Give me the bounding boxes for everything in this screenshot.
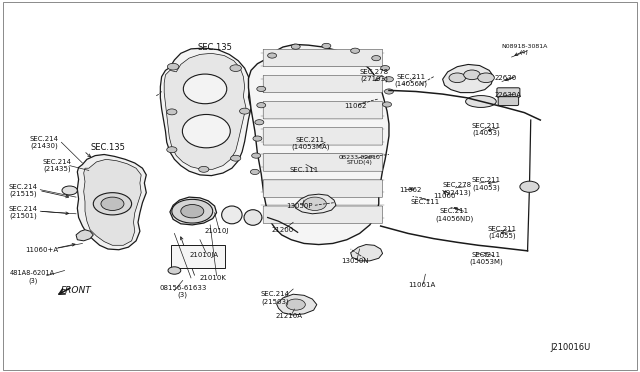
FancyBboxPatch shape xyxy=(263,128,383,145)
Circle shape xyxy=(62,186,77,195)
Text: FRONT: FRONT xyxy=(61,286,92,295)
Circle shape xyxy=(385,89,394,94)
Text: 21010J: 21010J xyxy=(204,228,228,234)
Polygon shape xyxy=(170,197,216,225)
Text: SEC.211
(14055): SEC.211 (14055) xyxy=(488,225,516,239)
FancyBboxPatch shape xyxy=(498,97,518,106)
Text: 11060+A: 11060+A xyxy=(26,247,59,253)
Text: SEC.211
(14053M): SEC.211 (14053M) xyxy=(469,251,503,265)
Circle shape xyxy=(250,169,259,174)
Text: 11061A: 11061A xyxy=(408,282,436,288)
Circle shape xyxy=(230,155,241,161)
Text: SEC.211
(14056N): SEC.211 (14056N) xyxy=(394,74,427,87)
Circle shape xyxy=(168,267,180,274)
Polygon shape xyxy=(84,159,141,245)
Circle shape xyxy=(520,181,539,192)
Circle shape xyxy=(322,43,331,48)
Circle shape xyxy=(168,63,179,70)
Circle shape xyxy=(372,55,381,61)
Circle shape xyxy=(449,73,466,83)
Text: 22630: 22630 xyxy=(494,75,516,81)
Ellipse shape xyxy=(466,96,496,108)
Circle shape xyxy=(303,197,326,211)
Text: SEC.214
(21435): SEC.214 (21435) xyxy=(42,159,72,172)
Circle shape xyxy=(255,120,264,125)
Circle shape xyxy=(351,48,360,53)
Text: 08156-61633
(3): 08156-61633 (3) xyxy=(159,285,206,298)
Text: SEC.211
(14053): SEC.211 (14053) xyxy=(472,123,500,137)
Text: SEC.214
(21430): SEC.214 (21430) xyxy=(29,135,59,149)
Text: 21210A: 21210A xyxy=(276,314,303,320)
Polygon shape xyxy=(76,230,93,241)
Text: 11062: 11062 xyxy=(344,103,366,109)
Text: 481A8-6201A
(3): 481A8-6201A (3) xyxy=(10,270,55,283)
FancyBboxPatch shape xyxy=(171,245,225,268)
Text: SEC.135: SEC.135 xyxy=(90,142,125,151)
Polygon shape xyxy=(248,44,389,244)
Text: SEC.278
(92413): SEC.278 (92413) xyxy=(443,182,472,196)
Text: 13050P: 13050P xyxy=(286,203,313,209)
Text: 21010JA: 21010JA xyxy=(189,251,218,257)
FancyBboxPatch shape xyxy=(263,180,383,197)
Polygon shape xyxy=(161,48,251,176)
Circle shape xyxy=(383,102,392,107)
Circle shape xyxy=(385,77,394,82)
FancyBboxPatch shape xyxy=(497,88,520,97)
Circle shape xyxy=(268,53,276,58)
Text: 0B233-02010
STUD(4): 0B233-02010 STUD(4) xyxy=(339,155,381,166)
Circle shape xyxy=(167,147,177,153)
Ellipse shape xyxy=(182,115,230,148)
Text: SEC.214
(21501): SEC.214 (21501) xyxy=(8,206,38,219)
Circle shape xyxy=(93,193,132,215)
Circle shape xyxy=(198,166,209,172)
Text: SEC.214
(21515): SEC.214 (21515) xyxy=(8,184,38,197)
Text: N08918-3081A
(4): N08918-3081A (4) xyxy=(501,44,548,55)
Ellipse shape xyxy=(244,210,262,225)
Text: 11062: 11062 xyxy=(399,187,422,193)
Text: SEC.135: SEC.135 xyxy=(197,42,232,51)
Circle shape xyxy=(167,109,177,115)
Polygon shape xyxy=(276,294,317,315)
Circle shape xyxy=(252,153,260,158)
Text: 11060: 11060 xyxy=(433,193,456,199)
Circle shape xyxy=(172,199,212,223)
Text: 21010K: 21010K xyxy=(199,275,226,281)
Text: SEC.278
(27193): SEC.278 (27193) xyxy=(360,69,389,82)
Circle shape xyxy=(230,65,241,71)
Circle shape xyxy=(286,299,305,310)
Text: SEC.111: SEC.111 xyxy=(289,167,319,173)
Polygon shape xyxy=(77,154,147,250)
Circle shape xyxy=(464,70,480,80)
Polygon shape xyxy=(164,53,246,169)
Circle shape xyxy=(101,197,124,211)
Text: SEC.111: SEC.111 xyxy=(411,199,440,205)
Text: SEC.211
(14053): SEC.211 (14053) xyxy=(472,177,500,191)
Ellipse shape xyxy=(221,206,242,224)
Circle shape xyxy=(381,65,390,71)
Text: J210016U: J210016U xyxy=(550,343,591,352)
FancyBboxPatch shape xyxy=(263,76,383,93)
Polygon shape xyxy=(443,64,493,93)
Ellipse shape xyxy=(183,74,227,104)
Circle shape xyxy=(239,108,250,114)
Text: 21200: 21200 xyxy=(272,227,294,233)
FancyBboxPatch shape xyxy=(263,154,383,171)
Circle shape xyxy=(291,44,300,49)
Circle shape xyxy=(257,103,266,108)
Circle shape xyxy=(257,86,266,92)
FancyBboxPatch shape xyxy=(263,206,383,224)
FancyBboxPatch shape xyxy=(263,102,383,119)
Text: 22630A: 22630A xyxy=(495,92,522,98)
Text: SEC.211
(14053MA): SEC.211 (14053MA) xyxy=(291,137,330,150)
Polygon shape xyxy=(351,244,383,261)
Circle shape xyxy=(180,205,204,218)
Text: SEC.211
(14056ND): SEC.211 (14056ND) xyxy=(435,208,473,222)
Text: 13050N: 13050N xyxy=(341,258,369,264)
Text: SEC.214
(21503): SEC.214 (21503) xyxy=(260,291,290,305)
Circle shape xyxy=(477,73,494,83)
FancyBboxPatch shape xyxy=(263,49,383,67)
Polygon shape xyxy=(294,194,336,214)
Circle shape xyxy=(253,136,262,141)
